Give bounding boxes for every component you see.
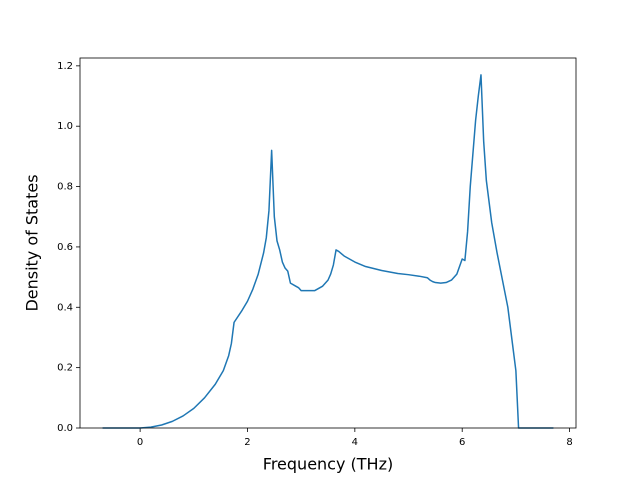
y-tick-label: 0.0 — [57, 423, 73, 434]
y-tick-label: 0.8 — [57, 182, 73, 193]
y-tick-label: 0.6 — [57, 242, 73, 253]
y-tick-label: 1.0 — [57, 121, 73, 132]
y-tick-label: 1.2 — [57, 61, 73, 72]
x-tick-label: 0 — [137, 437, 143, 448]
y-tick-label: 0.2 — [57, 363, 73, 374]
y-axis-label: Density of States — [23, 174, 42, 311]
x-tick-label: 6 — [459, 437, 465, 448]
x-tick-label: 8 — [566, 437, 572, 448]
plot-frame — [79, 57, 577, 429]
x-axis-label: Frequency (THz) — [263, 455, 393, 474]
x-tick-label: 4 — [352, 437, 358, 448]
x-tick-label: 2 — [244, 437, 250, 448]
line — [102, 74, 554, 429]
y-tick-label: 0.4 — [57, 302, 73, 313]
